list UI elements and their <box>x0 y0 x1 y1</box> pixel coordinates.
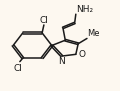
Text: Me: Me <box>88 29 100 38</box>
Text: NH₂: NH₂ <box>76 5 93 14</box>
Text: Cl: Cl <box>39 15 48 24</box>
Text: O: O <box>79 50 86 59</box>
Text: Cl: Cl <box>14 64 23 73</box>
Text: N: N <box>58 57 65 66</box>
